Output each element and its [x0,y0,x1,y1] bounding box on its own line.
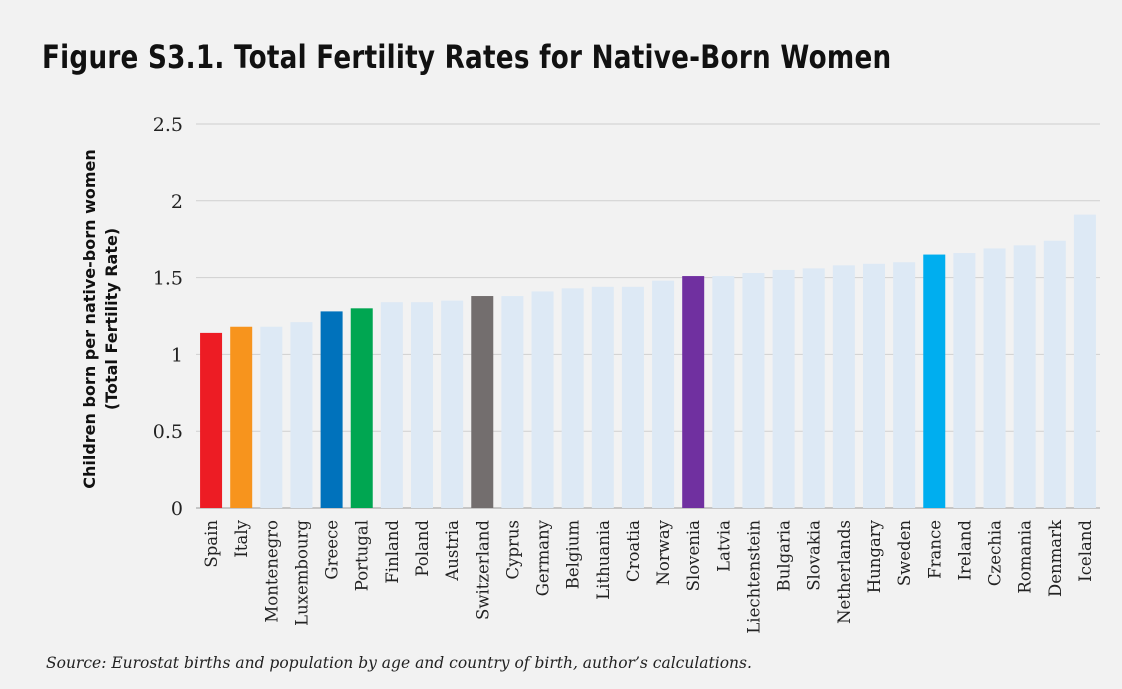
bar-poland [411,302,433,508]
x-tick-label: Romania [1016,520,1035,594]
bar-romania [1013,245,1036,508]
source-note: Source: Eurostat births and population b… [46,654,752,672]
bar-montenegro [260,326,283,508]
x-tick-label: Denmark [1046,519,1065,597]
bar-latvia [712,276,735,508]
bar-denmark [1043,240,1066,508]
x-tick-label: Latvia [714,520,733,572]
bar-bulgaria [772,269,795,508]
x-tick-label: Sweden [895,520,914,587]
bar-hungary [863,263,885,508]
x-tick-label: Cyprus [503,520,522,580]
bar-spain [200,332,223,508]
bar-liechtenstein [742,272,765,508]
bar-austria [441,300,464,508]
bar-iceland [1073,214,1096,508]
x-tick-label: Hungary [865,519,884,593]
y-tick-label: 0.5 [153,421,183,443]
x-tick-label: Italy [232,519,251,557]
bar-chart: 0 0.5 1 1.5 2 2.5 Spain Italy Montenegro Luxembo… [80,114,1100,634]
bar-croatia [621,286,644,508]
x-tick-label: Luxembourg [292,520,311,626]
x-tick-label: Greece [323,520,342,580]
bar-finland [380,302,403,508]
bar-slovenia [682,276,705,508]
x-tick-label: Norway [654,519,673,585]
bar-greece [320,311,343,508]
x-tick-label: Croatia [624,520,643,582]
x-tick-label: Switzerland [473,520,492,620]
y-axis-label-line2: (Total Fertility Rate) [102,228,121,410]
bar-cyprus [501,296,524,508]
x-tick-label: Poland [413,520,432,577]
y-tick-label: 1.5 [153,268,183,290]
y-tick-label: 0 [171,498,183,520]
x-tick-label: Slovakia [805,520,824,591]
x-tick-label: Finland [383,520,402,584]
bar-germany [531,291,554,508]
bar-luxembourg [290,322,313,508]
x-tick-label: Lithuania [594,520,613,600]
y-tick-label: 1 [171,344,183,366]
bar-sweden [893,262,916,508]
bars [200,214,1096,508]
bar-belgium [561,288,584,508]
x-tick-label: Belgium [564,520,583,590]
y-tick-label: 2.5 [153,114,183,136]
chart-title: Figure S3.1. Total Fertility Rates for N… [42,38,892,76]
bar-italy [230,326,253,508]
x-tick-label: Spain [202,520,221,568]
x-tick-label: Liechtenstein [744,520,763,634]
x-tick-label: France [925,520,944,579]
x-tick-label: Austria [443,520,462,582]
bar-switzerland [471,296,494,508]
x-tick-label: Netherlands [835,520,854,624]
x-tick-label: Slovenia [684,520,703,592]
x-tick-label: Germany [534,519,553,596]
x-tick-label: Montenegro [262,520,281,623]
y-tick-label: 2 [171,191,183,213]
y-axis-label-line1: Children born per native-born women [80,149,99,489]
y-axis-ticks: 0 0.5 1 1.5 2 2.5 [153,114,183,520]
bar-czechia [983,248,1006,508]
bar-ireland [953,253,976,508]
bar-slovakia [802,268,825,508]
x-tick-label: Bulgaria [775,520,794,592]
bar-lithuania [591,286,614,508]
x-axis-categories: Spain Italy Montenegro Luxembourg Greece Port… [202,519,1095,634]
x-tick-label: Ireland [955,520,974,581]
x-tick-label: Portugal [353,520,372,591]
bar-portugal [350,308,373,508]
bar-france [923,254,946,508]
x-tick-label: Czechia [986,520,1005,586]
gridlines [196,123,1100,509]
bar-norway [652,280,675,508]
x-tick-label: Iceland [1076,520,1095,582]
bar-netherlands [832,265,855,508]
